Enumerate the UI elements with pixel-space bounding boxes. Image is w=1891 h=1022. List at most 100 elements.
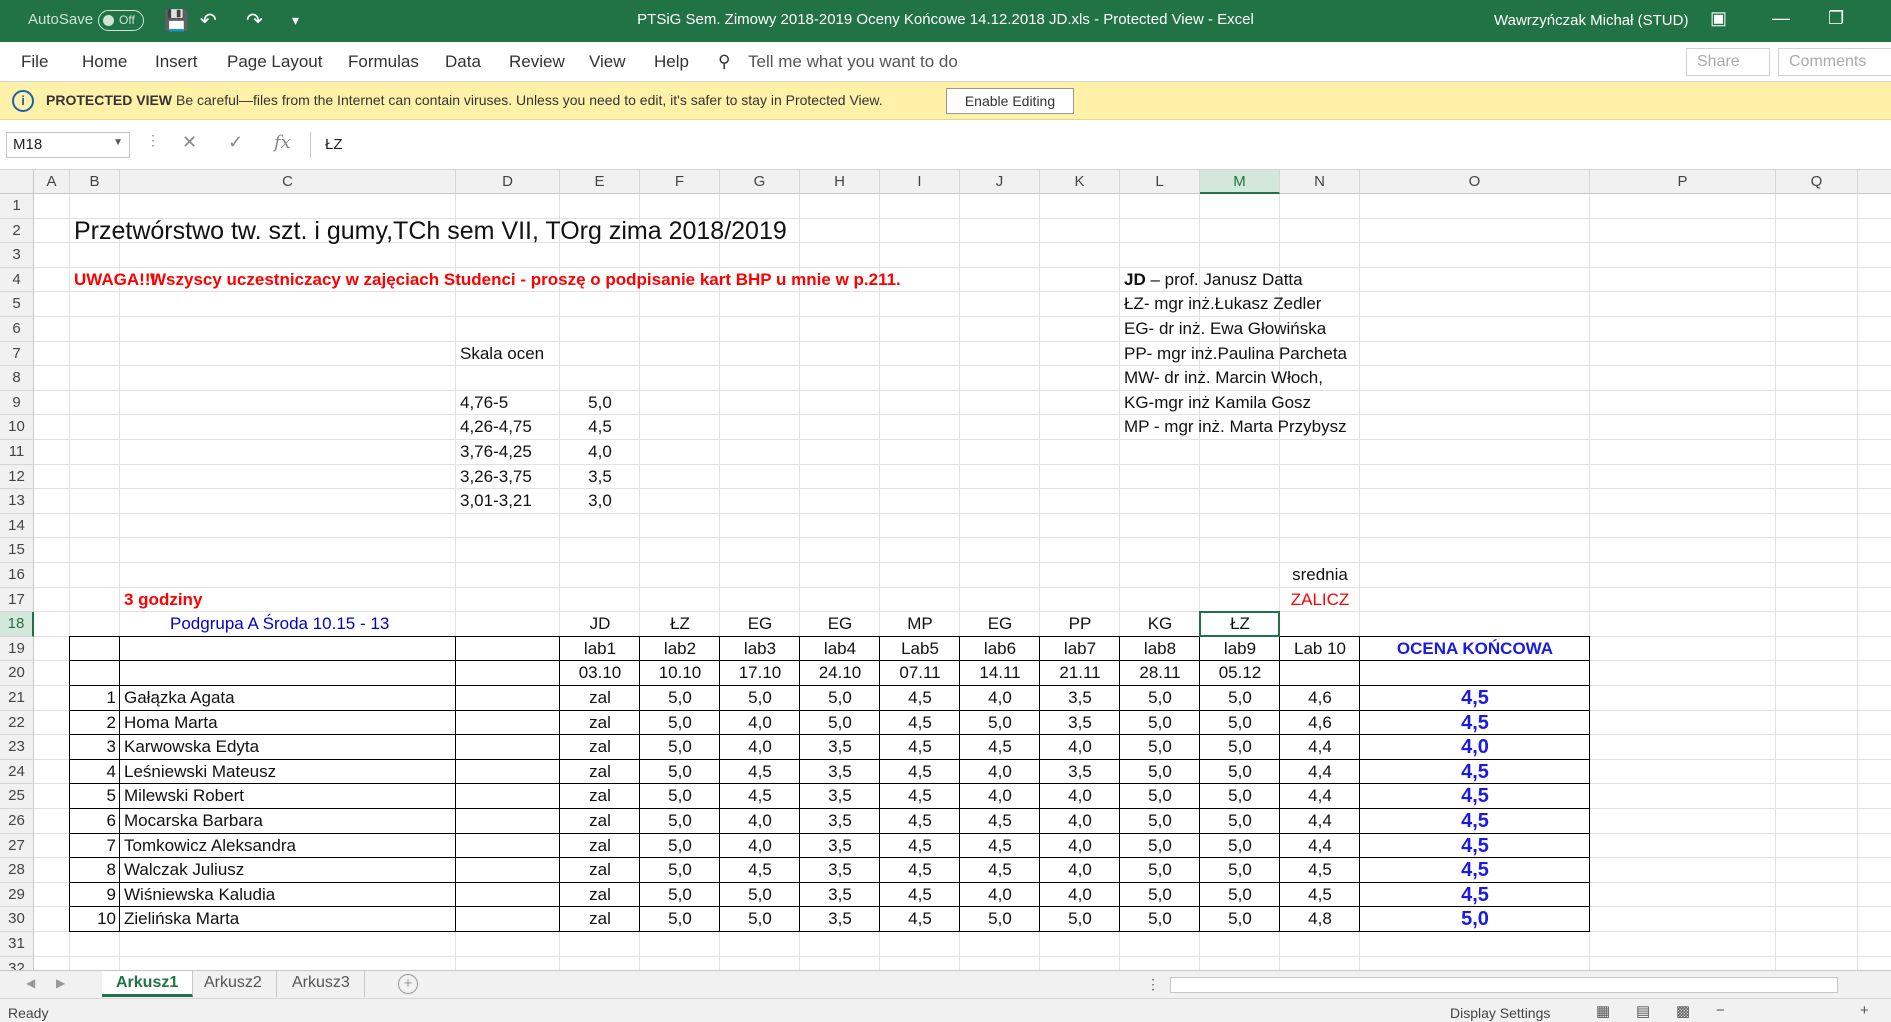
column-header-o[interactable]: O bbox=[1360, 170, 1590, 194]
save-icon[interactable]: 💾 bbox=[164, 10, 189, 32]
name-box[interactable]: M18 ▼ bbox=[6, 132, 130, 158]
row-header[interactable]: 25 bbox=[0, 784, 34, 809]
minimize-icon[interactable]: — bbox=[1772, 8, 1790, 28]
add-sheet-icon[interactable]: + bbox=[398, 974, 418, 994]
display-settings-button[interactable]: Display Settings bbox=[1450, 1005, 1551, 1021]
row-header[interactable]: 17 bbox=[0, 587, 34, 613]
tab-review[interactable]: Review bbox=[509, 52, 565, 71]
horizontal-scrollbar[interactable] bbox=[1170, 977, 1838, 993]
zoom-in-icon[interactable]: + bbox=[1860, 1002, 1869, 1019]
column-header-e[interactable]: E bbox=[560, 170, 640, 194]
column-header-h[interactable]: H bbox=[800, 170, 880, 194]
column-header-f[interactable]: F bbox=[640, 170, 720, 194]
column-header-j[interactable]: J bbox=[960, 170, 1040, 194]
user-name[interactable]: Wawrzyńczak Michał (STUD) bbox=[1494, 12, 1689, 29]
zalicz-label: ZALICZ bbox=[1290, 589, 1350, 609]
column-header-a[interactable]: A bbox=[34, 170, 70, 194]
row-header[interactable]: 30 bbox=[0, 907, 34, 932]
zoom-out-icon[interactable]: − bbox=[1716, 1002, 1725, 1019]
row-header[interactable]: 4 bbox=[0, 267, 34, 293]
row-header[interactable]: 10 bbox=[0, 415, 34, 440]
page-layout-view-icon[interactable]: ▤ bbox=[1636, 1003, 1651, 1020]
tab-view[interactable]: View bbox=[589, 52, 626, 71]
undo-icon[interactable]: ↶ bbox=[200, 10, 217, 32]
row-header[interactable]: 7 bbox=[0, 341, 34, 367]
column-header-k[interactable]: K bbox=[1040, 170, 1120, 194]
row-header[interactable]: 22 bbox=[0, 710, 34, 736]
tab-help[interactable]: Help bbox=[654, 52, 689, 71]
share-button[interactable]: Share bbox=[1686, 48, 1770, 76]
spreadsheet-grid[interactable]: ABCDEFGHIJKLMNOPQR1234567891011121314151… bbox=[0, 170, 1891, 970]
column-header-r[interactable]: R bbox=[1858, 170, 1891, 194]
row-header[interactable]: 24 bbox=[0, 759, 34, 785]
row-header[interactable]: 11 bbox=[0, 440, 34, 465]
tab-insert[interactable]: Insert bbox=[155, 52, 198, 71]
chevron-down-icon[interactable]: ▼ bbox=[113, 137, 123, 148]
column-header-p[interactable]: P bbox=[1590, 170, 1776, 194]
customize-quick-access-icon[interactable]: ▾ bbox=[292, 12, 300, 28]
row-header[interactable]: 21 bbox=[0, 686, 34, 711]
row-header[interactable]: 14 bbox=[0, 513, 34, 539]
row-header[interactable]: 5 bbox=[0, 292, 34, 317]
row-header[interactable]: 23 bbox=[0, 735, 34, 760]
column-header-q[interactable]: Q bbox=[1776, 170, 1858, 194]
comments-button[interactable]: Comments bbox=[1778, 48, 1891, 76]
sheet-tab-arkusz3[interactable]: Arkusz3 bbox=[278, 971, 365, 997]
row-header[interactable]: 2 bbox=[0, 218, 34, 244]
select-all-corner[interactable] bbox=[0, 170, 34, 194]
redo-icon[interactable]: ↷ bbox=[246, 10, 263, 32]
row-header[interactable]: 27 bbox=[0, 833, 34, 859]
normal-view-icon[interactable]: ▦ bbox=[1596, 1003, 1611, 1020]
ribbon-display-options-icon[interactable]: ▣ bbox=[1710, 8, 1728, 28]
column-header-i[interactable]: I bbox=[880, 170, 960, 194]
instructor-cell: EG bbox=[747, 614, 773, 634]
grade-cell: 4,6 bbox=[1308, 712, 1332, 732]
grade-cell: 4,0 bbox=[1068, 860, 1092, 880]
grade-cell: 4,0 bbox=[1068, 835, 1092, 855]
row-header[interactable]: 9 bbox=[0, 390, 34, 416]
tab-formulas[interactable]: Formulas bbox=[348, 52, 419, 71]
tab-page-layout[interactable]: Page Layout bbox=[227, 52, 323, 71]
column-header-n[interactable]: N bbox=[1280, 170, 1360, 194]
row-header[interactable]: 15 bbox=[0, 538, 34, 563]
row-header[interactable]: 20 bbox=[0, 661, 34, 686]
row-header[interactable]: 12 bbox=[0, 464, 34, 490]
formula-input[interactable]: ŁZ bbox=[310, 132, 1891, 158]
row-header[interactable]: 29 bbox=[0, 882, 34, 908]
sheet-tab-arkusz2[interactable]: Arkusz2 bbox=[190, 971, 277, 997]
scroll-tabs-right-icon[interactable]: ▶ bbox=[56, 976, 66, 990]
cancel-icon[interactable]: ✕ bbox=[182, 132, 198, 152]
row-header[interactable]: 16 bbox=[0, 563, 34, 588]
autosave-toggle[interactable]: Off bbox=[98, 10, 144, 31]
row-header[interactable]: 6 bbox=[0, 317, 34, 342]
column-header-b[interactable]: B bbox=[70, 170, 120, 194]
row-header[interactable]: 28 bbox=[0, 858, 34, 883]
row-header[interactable]: 26 bbox=[0, 809, 34, 834]
scroll-tabs-left-icon[interactable]: ◀ bbox=[26, 976, 36, 990]
lightbulb-search-icon[interactable]: ⚲ bbox=[718, 52, 731, 71]
enable-editing-button[interactable]: Enable Editing bbox=[946, 88, 1074, 114]
column-header-d[interactable]: D bbox=[456, 170, 560, 194]
row-header[interactable]: 19 bbox=[0, 636, 34, 662]
page-break-view-icon[interactable]: ▩ bbox=[1676, 1003, 1691, 1020]
row-header[interactable]: 13 bbox=[0, 489, 34, 514]
column-header-g[interactable]: G bbox=[720, 170, 800, 194]
insert-function-icon[interactable]: fx bbox=[274, 132, 291, 153]
sheet-tab-arkusz1[interactable]: Arkusz1 bbox=[102, 971, 194, 997]
column-header-l[interactable]: L bbox=[1120, 170, 1200, 194]
enter-icon[interactable]: ✓ bbox=[228, 132, 244, 152]
row-header[interactable]: 1 bbox=[0, 194, 34, 219]
row-header[interactable]: 3 bbox=[0, 243, 34, 268]
column-header-c[interactable]: C bbox=[120, 170, 456, 194]
column-header-m[interactable]: M bbox=[1200, 170, 1280, 194]
row-header[interactable]: 18 bbox=[0, 612, 34, 637]
tab-data[interactable]: Data bbox=[445, 52, 481, 71]
tell-me-input[interactable]: Tell me what you want to do bbox=[748, 52, 958, 71]
row-header[interactable]: 32 bbox=[0, 956, 34, 970]
tab-home[interactable]: Home bbox=[82, 52, 128, 71]
restore-icon[interactable]: ❐ bbox=[1828, 8, 1845, 28]
row-header[interactable]: 31 bbox=[0, 932, 34, 957]
tab-file[interactable]: File bbox=[21, 52, 49, 71]
row-header[interactable]: 8 bbox=[0, 366, 34, 391]
selected-cell[interactable] bbox=[1199, 611, 1280, 637]
